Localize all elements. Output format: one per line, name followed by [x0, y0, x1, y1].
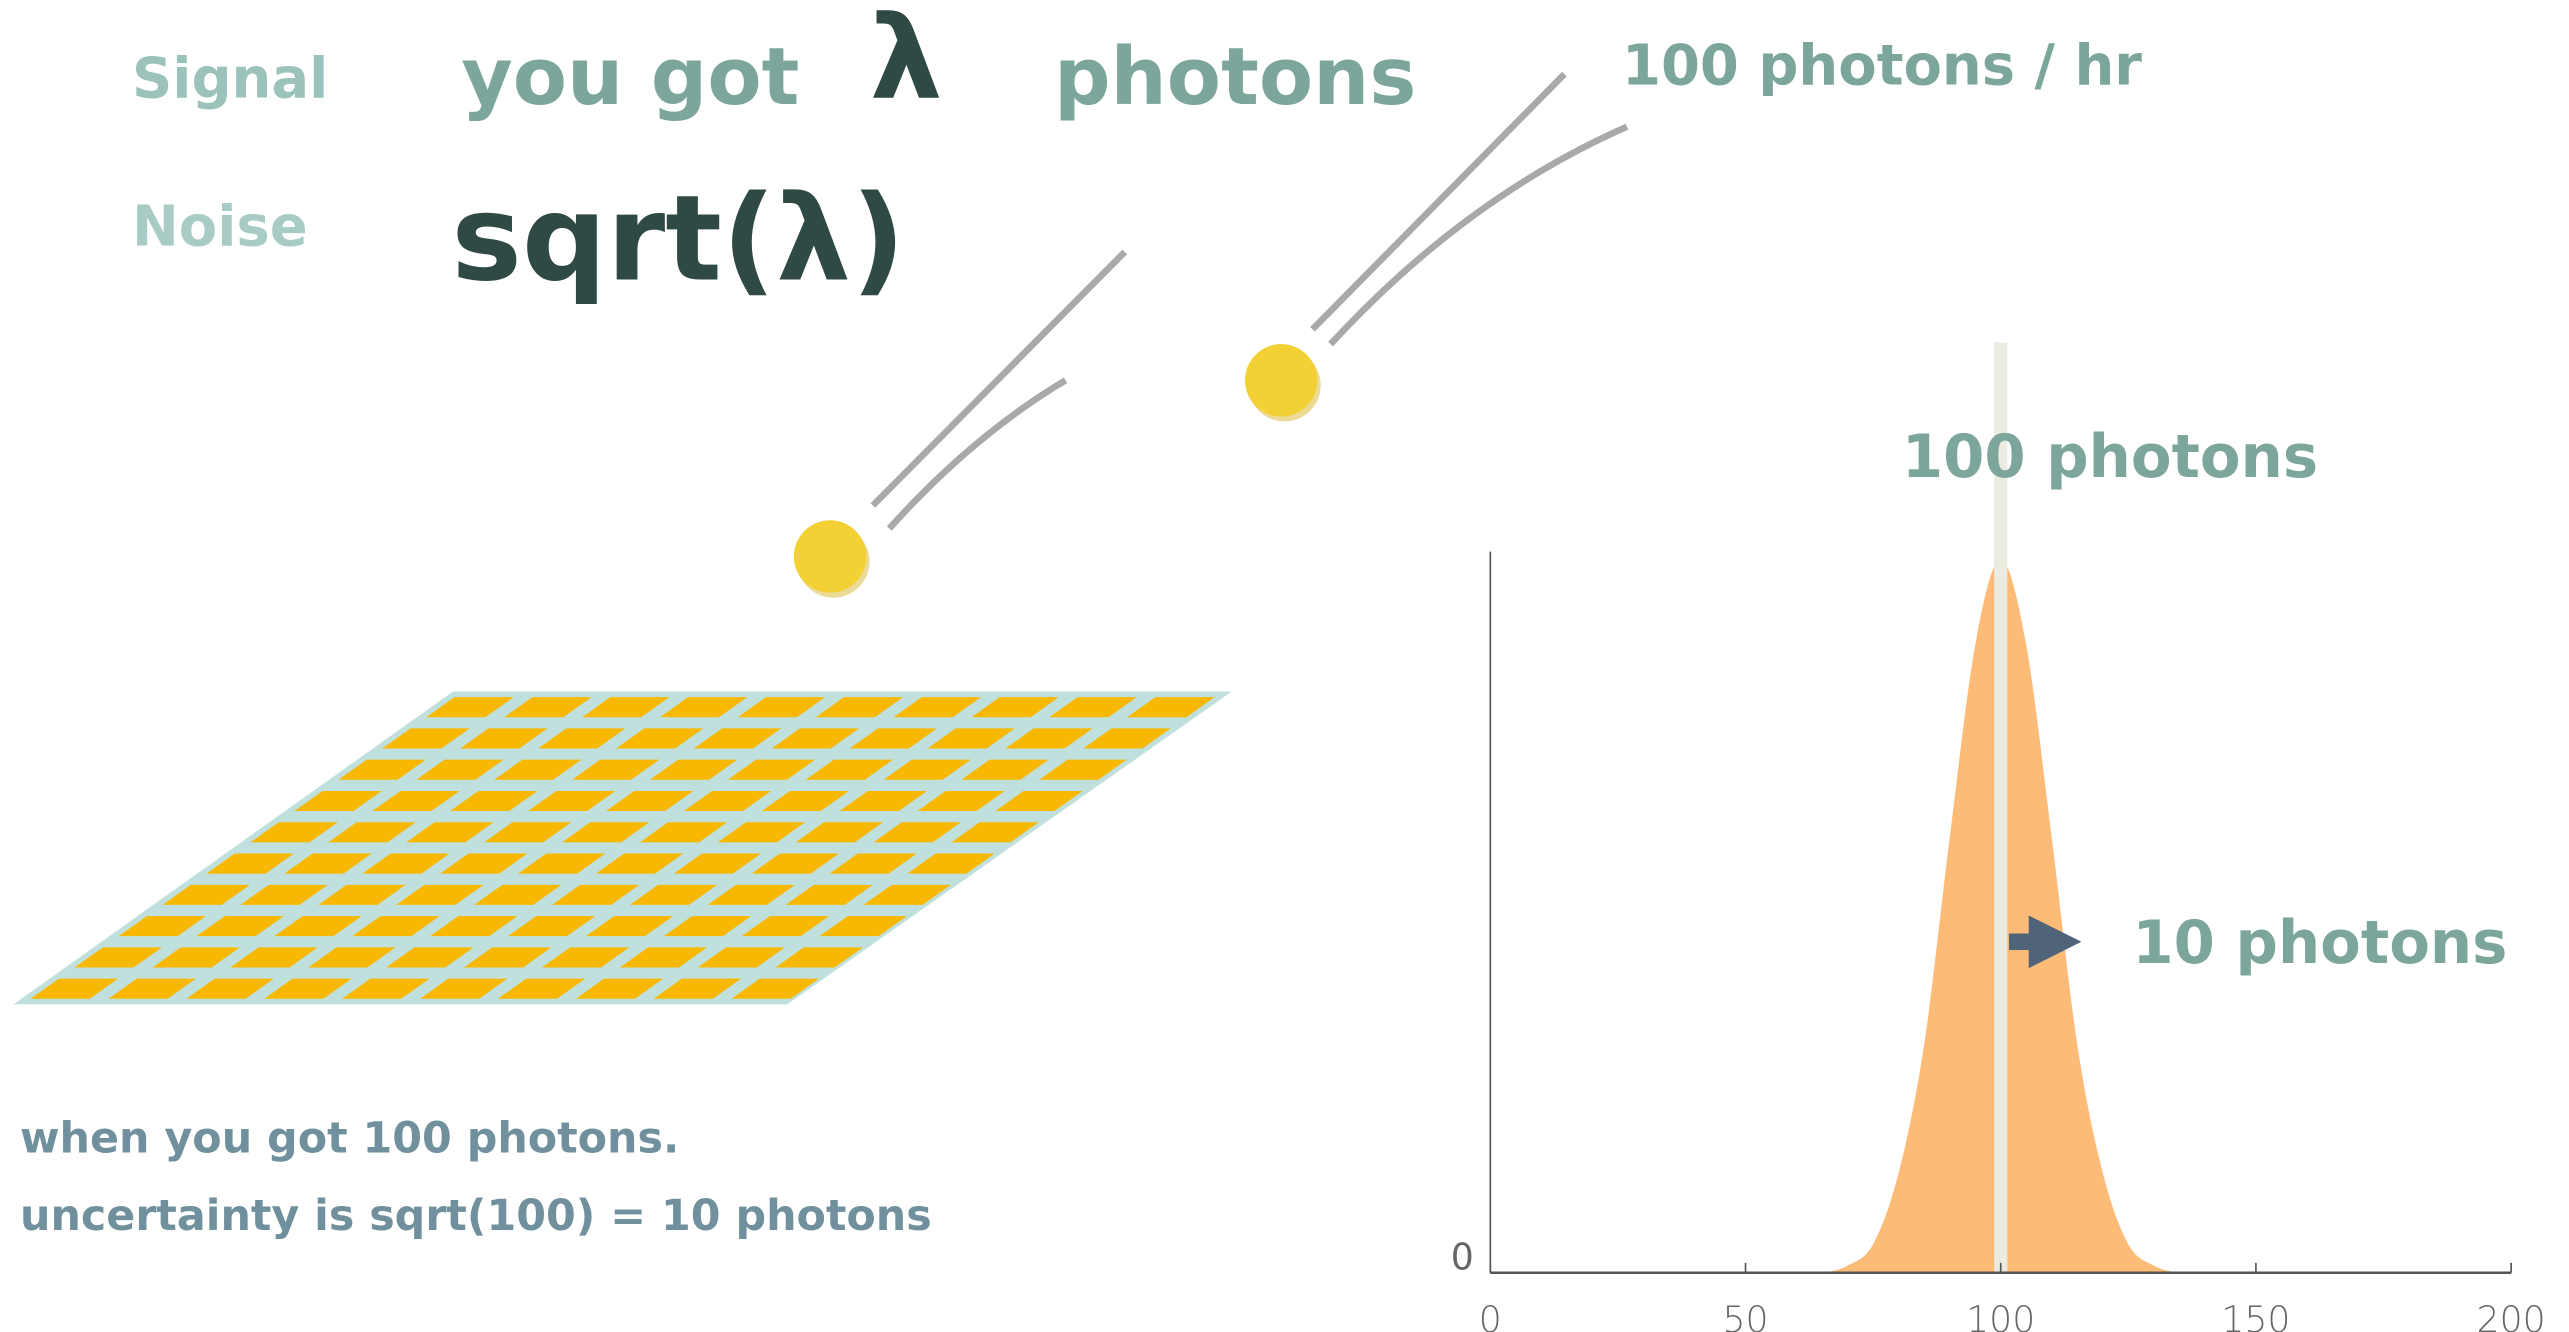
caption: when you got 100 photons.: [20, 1114, 679, 1164]
annotation: 100 photons: [1902, 422, 2318, 491]
chart: 0 50 100 150 200 0 100 photons 10 photons: [1451, 342, 2546, 1332]
photon: [794, 520, 866, 592]
noise-label: Noise: [132, 195, 308, 260]
annotation: 10 photons: [2132, 908, 2507, 977]
x-tick-label: 200: [2477, 1298, 2546, 1332]
x-tick-label: 100: [1966, 1298, 2035, 1332]
x-tick-label: 150: [2221, 1298, 2290, 1332]
streak: [873, 252, 1125, 506]
caption: uncertainty is sqrt(100) = 10 photons: [20, 1191, 932, 1241]
signal-label: Signal: [132, 46, 328, 111]
photon: [1245, 344, 1317, 416]
page: {"header": {"signal_label": "Signal", "s…: [0, 0, 2569, 1332]
photon-streaks: [873, 74, 1627, 528]
noise-formula: sqrt(λ): [451, 170, 905, 308]
y-tick-label: 0: [1451, 1236, 1474, 1279]
signal-symbol: λ: [870, 0, 943, 126]
x-tick-label: 0: [1479, 1298, 1502, 1332]
signal-text: photons: [1054, 31, 1416, 123]
rate-label: 100 photons / hr: [1622, 33, 2142, 98]
diagram: Signal you got λ photons Noise sqrt(λ) 1…: [0, 0, 2569, 1332]
x-tick-label: 50: [1722, 1298, 1768, 1332]
signal-text: you got: [461, 31, 799, 123]
